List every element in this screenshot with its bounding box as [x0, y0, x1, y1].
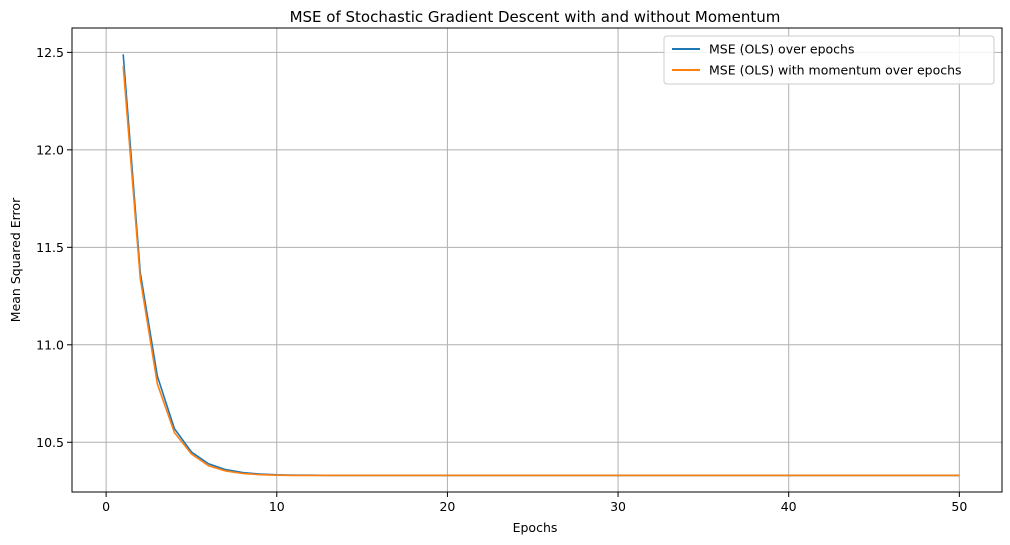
x-tick-label: 40 — [781, 499, 797, 514]
plot-frame — [71, 27, 1003, 493]
axis-ticks: 0 10 20 30 40 50 10.5 11.0 11.5 12.0 12.5 — [36, 45, 967, 514]
x-tick-label: 50 — [951, 499, 967, 514]
plot-lines — [122, 54, 960, 477]
x-axis-label: Epochs — [513, 520, 558, 535]
x-tick-label: 20 — [439, 499, 455, 514]
x-tick-label: 30 — [610, 499, 626, 514]
y-tick-label: 11.0 — [36, 337, 64, 352]
legend-box — [663, 35, 995, 85]
series-line-2 — [122, 65, 960, 477]
legend-label-series-2: MSE (OLS) with momentum over epochs — [709, 63, 962, 78]
y-tick-label: 12.5 — [36, 45, 64, 60]
y-tick-label: 10.5 — [36, 435, 64, 450]
chart-title: MSE of Stochastic Gradient Descent with … — [290, 8, 781, 26]
legend-label-series-1: MSE (OLS) over epochs — [709, 42, 854, 57]
legend: MSE (OLS) over epochs MSE (OLS) with mom… — [663, 35, 995, 85]
y-tick-label: 12.0 — [36, 142, 64, 157]
y-axis-label: Mean Squared Error — [8, 197, 23, 322]
x-tick-label: 10 — [269, 499, 285, 514]
y-tick-label: 11.5 — [36, 240, 64, 255]
x-tick-label: 0 — [102, 499, 110, 514]
